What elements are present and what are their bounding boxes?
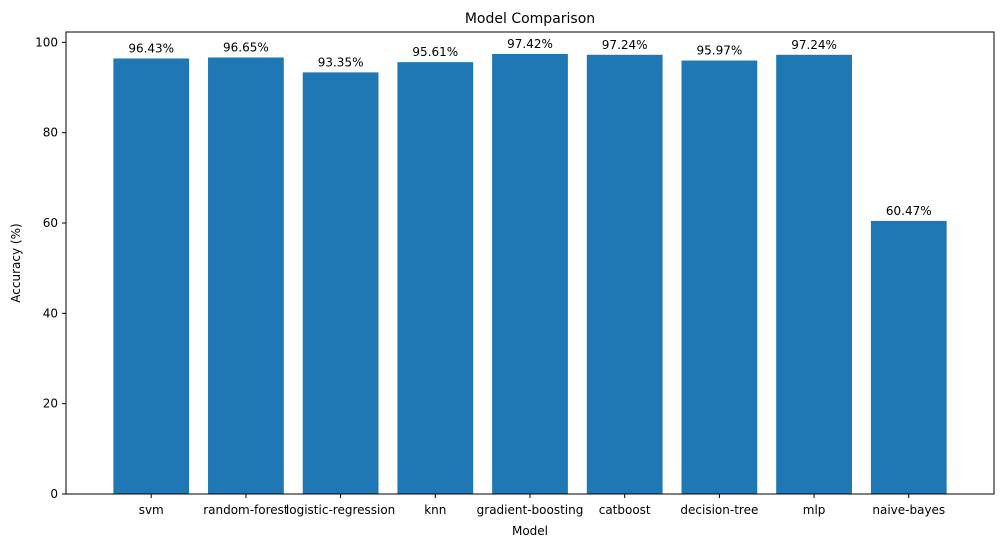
bar-svm	[113, 58, 190, 494]
bar-catboost	[586, 54, 663, 495]
bar-random-forest	[208, 57, 284, 494]
bar-logistic-regression	[302, 72, 379, 494]
bar-mlp	[776, 54, 852, 495]
value-label-decision-tree: 95.97%	[697, 44, 743, 58]
x-tick-label-knn: knn	[424, 503, 446, 517]
value-labels-group: 96.43% 96.65% 93.35% 95.61% 97.42% 97.24% 95.9…	[128, 37, 931, 218]
y-tick-label-20: 20	[43, 397, 58, 411]
x-tick-label-mlp: mlp	[803, 503, 826, 517]
bar-gradient-boosting	[492, 54, 568, 494]
bar-naive-bayes	[870, 220, 947, 494]
value-label-gradient-boosting: 97.42%	[507, 37, 553, 51]
value-label-naive-bayes: 60.47%	[886, 204, 932, 218]
x-tick-label-naive-bayes: naive-bayes	[872, 503, 945, 517]
x-tick-label-gradient-boosting: gradient-boosting	[477, 503, 584, 517]
bar-decision-tree	[681, 60, 758, 494]
bars-group	[113, 54, 947, 495]
y-axis: 0 20 40 60 80 100	[35, 35, 66, 501]
plot-frame	[65, 31, 995, 495]
value-label-svm: 96.43%	[128, 41, 174, 55]
value-label-catboost: 97.24%	[602, 38, 648, 52]
value-label-mlp: 97.24%	[791, 38, 837, 52]
y-tick-label-100: 100	[35, 35, 58, 49]
y-tick-label-40: 40	[43, 306, 58, 320]
x-tick-label-catboost: catboost	[599, 503, 651, 517]
value-label-logistic-regression: 93.35%	[318, 55, 364, 69]
value-label-knn: 95.61%	[412, 45, 458, 59]
x-tick-label-svm: svm	[139, 503, 164, 517]
x-tick-label-random-forest: random-forest	[203, 503, 289, 517]
x-tick-label-decision-tree: decision-tree	[680, 503, 758, 517]
bar-knn	[397, 62, 474, 495]
x-axis-label: Model	[512, 524, 548, 538]
x-tick-label-logistic-regression: logistic-regression	[286, 503, 395, 517]
value-label-random-forest: 96.65%	[223, 40, 269, 54]
chart-title: Model Comparison	[465, 11, 595, 27]
y-tick-label-80: 80	[43, 126, 58, 140]
y-tick-label-0: 0	[50, 487, 58, 501]
y-tick-label-60: 60	[43, 216, 58, 230]
y-axis-label: Accuracy (%)	[9, 223, 23, 302]
